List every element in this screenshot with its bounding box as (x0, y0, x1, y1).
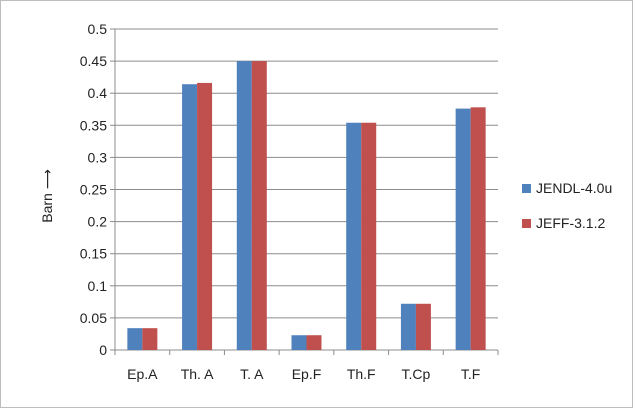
y-tick-label: 0.45 (80, 53, 107, 69)
bar-jendl-4-0u-t-cp (400, 303, 416, 350)
y-tick-label: 0.2 (88, 214, 108, 230)
y-tick-label: 0.5 (88, 21, 108, 37)
gridlines (115, 28, 498, 319)
y-tick-label: 0.3 (88, 149, 108, 165)
x-tick-label: T.Cp (402, 366, 431, 382)
y-tick-labels: 0 0.05 0.1 0.15 0.2 0.25 0.3 0.35 0.4 0.45 0.5 (80, 21, 107, 358)
bar-jeff-3-1-2-t-cp (415, 303, 431, 350)
bar-jendl-4-0u-t-f (455, 108, 471, 350)
y-tick-label: 0.4 (88, 85, 108, 101)
bar-jendl-4-0u-th-a (182, 84, 198, 350)
y-tick-label: 0.35 (80, 117, 107, 133)
legend-label-jeff-3-1-2: JEFF-3.1.2 (536, 215, 605, 231)
y-tick-label: 0.05 (80, 310, 107, 326)
bar-jeff-3-1-2-th-a (197, 82, 213, 350)
bar-jendl-4-0u-ep-a (127, 328, 143, 350)
x-tick-label: Th.F (347, 366, 376, 382)
x-tick-labels: Ep.A Th. A T. A Ep.F Th.F T.Cp T.F (127, 366, 480, 382)
y-tick-label: 0.15 (80, 246, 107, 262)
bar-jendl-4-0u-th-f (346, 122, 362, 351)
legend: JENDL-4.0u JEFF-3.1.2 (522, 180, 612, 231)
y-tick-label: 0.25 (80, 182, 107, 198)
y-tick-label: 0.1 (88, 278, 108, 294)
bars (127, 61, 486, 351)
bar-jeff-3-1-2-t-a (251, 61, 267, 350)
legend-label-jendl-4-0u: JENDL-4.0u (536, 180, 612, 196)
bar-jendl-4-0u-ep-f (291, 335, 307, 350)
x-tick-label: Ep.F (292, 366, 322, 382)
bar-jeff-3-1-2-t-f (470, 107, 486, 350)
bar-jeff-3-1-2-ep-a (142, 328, 158, 350)
y-axis-title: Barn ⟶ (39, 169, 55, 223)
y-tick-label: 0 (99, 342, 107, 358)
bar-jendl-4-0u-t-a (236, 61, 252, 350)
legend-swatch-jendl-4-0u (522, 184, 531, 193)
bar-jeff-3-1-2-ep-f (306, 335, 322, 350)
axes (110, 28, 499, 355)
x-tick-label: T.F (461, 366, 480, 382)
bar-jeff-3-1-2-th-f (361, 122, 377, 351)
legend-swatch-jeff-3-1-2 (522, 219, 531, 228)
x-tick-label: T. A (240, 366, 264, 382)
x-tick-label: Th. A (181, 366, 214, 382)
x-tick-label: Ep.A (127, 366, 158, 382)
